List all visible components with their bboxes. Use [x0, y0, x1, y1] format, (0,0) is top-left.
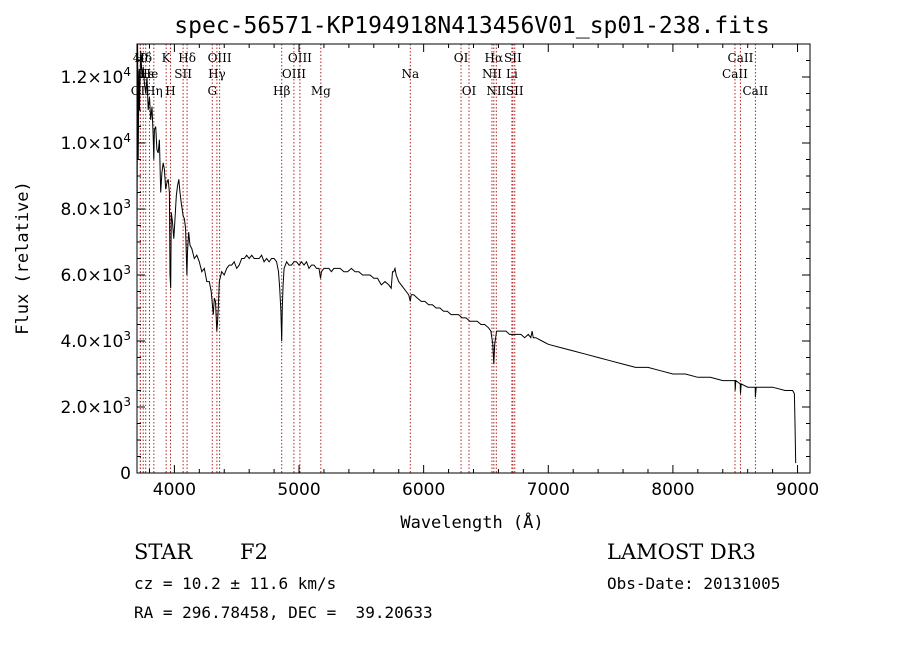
line-label: Hδ — [134, 51, 152, 65]
x-tick-label: 8000 — [651, 480, 694, 500]
line-label: CaII — [722, 67, 748, 81]
line-label: Li — [506, 67, 518, 81]
line-label: Hα — [485, 51, 504, 65]
y-tick-label: 4.0×103 — [60, 329, 131, 352]
y-axis-ticks: 0 2.0×103 4.0×103 6.0×103 8.0×103 1.0×104 1.2×… — [60, 60, 810, 484]
line-label: SII — [506, 84, 524, 98]
observation-date: Obs-Date: 20131005 — [607, 574, 781, 593]
line-label: CaII — [742, 84, 768, 98]
object-subclass: F2 — [240, 540, 268, 564]
line-label: Hβ — [273, 84, 290, 98]
x-tick-label: 9000 — [776, 480, 819, 500]
line-label: He — [141, 67, 159, 81]
spectral-line-markers — [139, 44, 756, 473]
survey-name: LAMOST DR3 — [607, 540, 756, 564]
line-label: H — [165, 84, 175, 98]
line-label: NII — [482, 67, 502, 81]
plot-frame — [136, 43, 811, 474]
line-label: OI — [462, 84, 477, 98]
redshift-velocity: cz = 10.2 ± 11.6 km/s — [134, 574, 337, 593]
x-axis-label: Wavelength (Å) — [400, 511, 543, 533]
y-axis-label: Flux (relative) — [13, 181, 33, 335]
line-label: OIII — [208, 51, 232, 65]
line-label: NII — [486, 84, 506, 98]
object-class: STAR — [134, 540, 193, 564]
x-tick-label: 6000 — [402, 480, 445, 500]
line-label: OI — [454, 51, 469, 65]
y-tick-label: 6.0×103 — [60, 263, 131, 286]
spectrum-line — [136, 43, 797, 464]
x-tick-label: 7000 — [527, 480, 570, 500]
line-label: OIII — [282, 67, 306, 81]
line-label: Hγ — [208, 67, 226, 81]
line-label: G — [207, 84, 217, 98]
line-label: SII — [174, 67, 192, 81]
line-label: Hη — [145, 84, 163, 98]
y-tick-label: 0 — [120, 464, 131, 484]
coordinates: RA = 296.78458, DEC = 39.20633 — [134, 603, 433, 622]
x-tick-label: 4000 — [153, 480, 196, 500]
line-label: K — [162, 51, 172, 65]
line-label: OIII — [288, 51, 312, 65]
line-label: CaII — [728, 51, 754, 65]
line-label: Mg — [311, 84, 331, 98]
y-tick-label: 1.0×104 — [60, 131, 131, 154]
x-tick-label: 5000 — [277, 480, 320, 500]
x-axis-ticks: 4000 5000 6000 7000 8000 9000 — [148, 44, 819, 500]
line-label: Hδ — [178, 51, 196, 65]
chart-title: spec-56571-KP194918N413456V01_sp01-238.f… — [174, 13, 769, 39]
y-tick-label: 1.2×104 — [60, 65, 131, 88]
line-label: SII — [504, 51, 522, 65]
y-tick-label: 2.0×103 — [60, 395, 131, 418]
y-tick-label: 8.0×103 — [60, 197, 131, 220]
line-label: Na — [401, 67, 419, 81]
